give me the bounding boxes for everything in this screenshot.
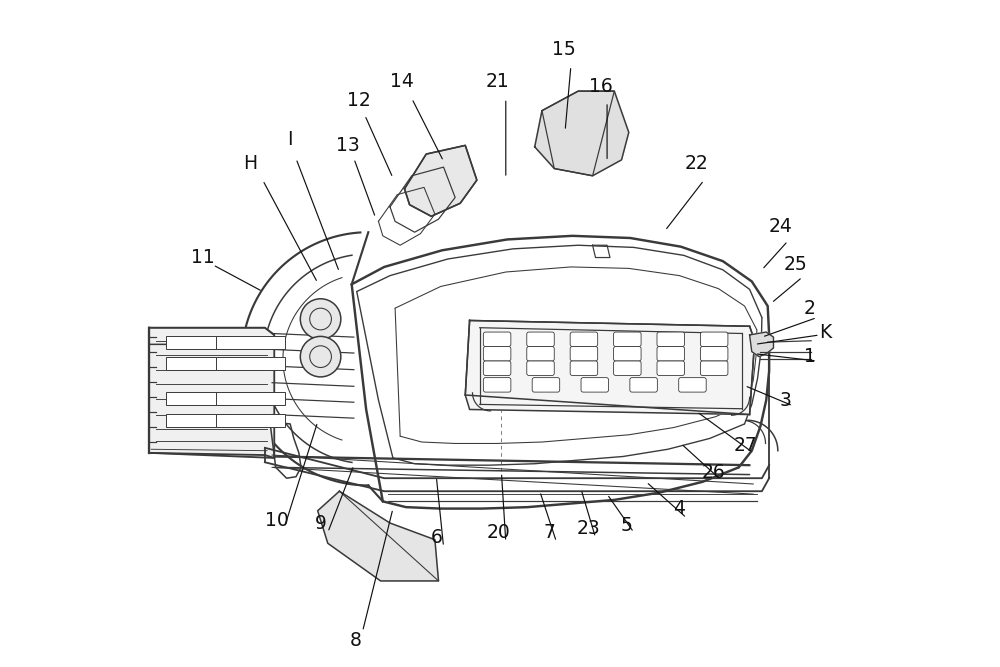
Bar (166, 392, 234, 405)
Circle shape (300, 336, 341, 377)
Polygon shape (535, 91, 629, 176)
Polygon shape (465, 320, 755, 414)
Polygon shape (404, 145, 477, 216)
Bar (216, 336, 285, 349)
Text: 27: 27 (734, 436, 758, 455)
Bar (166, 414, 234, 427)
FancyBboxPatch shape (700, 361, 728, 376)
Text: H: H (243, 154, 257, 173)
Bar (216, 358, 285, 370)
Text: 6: 6 (430, 528, 442, 547)
FancyBboxPatch shape (614, 361, 641, 376)
Text: K: K (819, 323, 832, 342)
Polygon shape (318, 491, 439, 581)
Polygon shape (750, 332, 773, 357)
FancyBboxPatch shape (630, 378, 657, 392)
Text: 13: 13 (336, 136, 360, 155)
Text: 12: 12 (347, 91, 371, 110)
Text: 16: 16 (589, 77, 613, 95)
FancyBboxPatch shape (614, 347, 641, 361)
FancyBboxPatch shape (700, 332, 728, 347)
Text: 24: 24 (769, 217, 793, 236)
Text: 7: 7 (543, 523, 555, 542)
FancyBboxPatch shape (532, 378, 560, 392)
Text: 14: 14 (390, 72, 414, 91)
FancyBboxPatch shape (527, 332, 554, 347)
Text: 8: 8 (349, 632, 361, 650)
Text: I: I (287, 130, 293, 149)
Text: 15: 15 (552, 41, 576, 59)
Text: 9: 9 (315, 514, 327, 532)
FancyBboxPatch shape (570, 361, 598, 376)
Bar (166, 358, 234, 370)
FancyBboxPatch shape (483, 332, 511, 347)
Text: 5: 5 (621, 516, 633, 535)
Text: 22: 22 (685, 154, 709, 173)
Text: 11: 11 (191, 248, 215, 267)
FancyBboxPatch shape (483, 361, 511, 376)
FancyBboxPatch shape (527, 347, 554, 361)
Circle shape (300, 299, 341, 340)
FancyBboxPatch shape (679, 378, 706, 392)
FancyBboxPatch shape (581, 378, 609, 392)
FancyBboxPatch shape (570, 347, 598, 361)
Text: 20: 20 (487, 523, 510, 542)
Bar (166, 336, 234, 349)
Text: 26: 26 (702, 463, 725, 482)
Text: 10: 10 (265, 511, 289, 530)
Text: 23: 23 (576, 520, 600, 538)
FancyBboxPatch shape (483, 347, 511, 361)
Polygon shape (149, 327, 274, 458)
Text: 4: 4 (673, 499, 685, 518)
FancyBboxPatch shape (657, 347, 684, 361)
FancyBboxPatch shape (527, 361, 554, 376)
Text: 25: 25 (783, 255, 807, 274)
Bar (216, 392, 285, 405)
Bar (216, 414, 285, 427)
Text: 3: 3 (780, 391, 792, 410)
Text: 2: 2 (804, 299, 816, 317)
FancyBboxPatch shape (657, 361, 684, 376)
FancyBboxPatch shape (657, 332, 684, 347)
FancyBboxPatch shape (700, 347, 728, 361)
FancyBboxPatch shape (570, 332, 598, 347)
FancyBboxPatch shape (483, 378, 511, 392)
Text: 1: 1 (804, 347, 816, 366)
Polygon shape (149, 327, 274, 344)
Text: 21: 21 (486, 72, 510, 91)
FancyBboxPatch shape (614, 332, 641, 347)
